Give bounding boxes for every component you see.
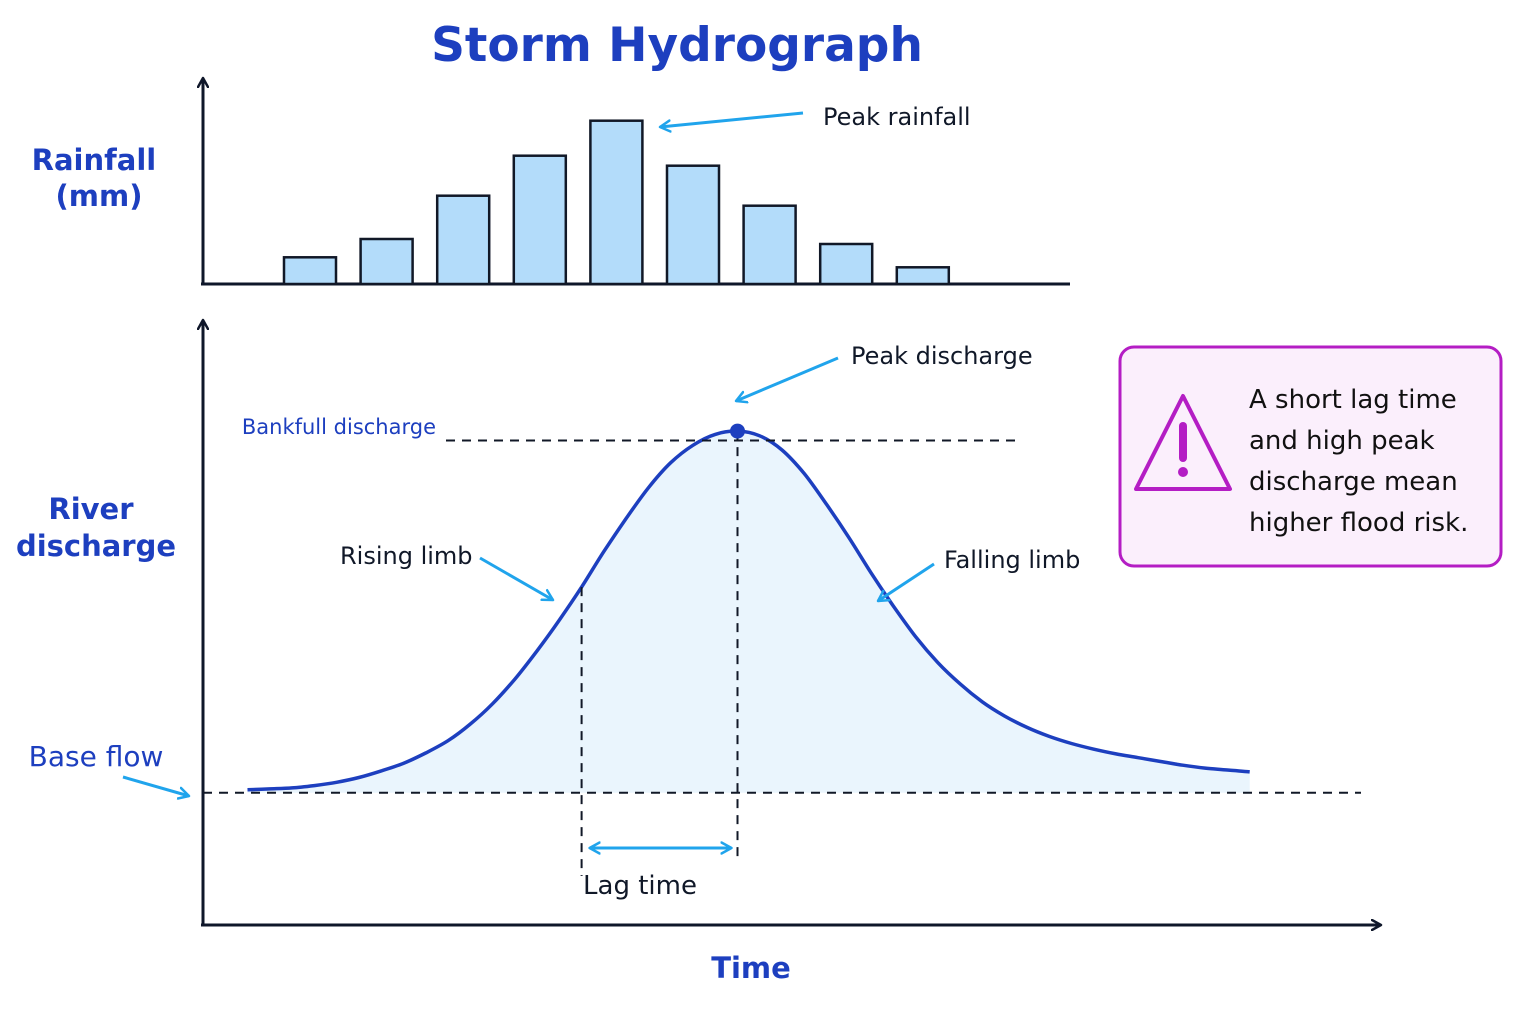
rainfall-bar <box>665 164 721 286</box>
peak-discharge-label: Peak discharge <box>851 342 1033 370</box>
falling-limb-arrow <box>878 562 935 603</box>
falling-limb-label: Falling limb <box>944 546 1080 574</box>
discharge-panel: River discharge Time Peak discharge Bank… <box>16 320 1381 985</box>
rainfall-bar <box>282 256 338 286</box>
rainfall-axis-label-line-1: Rainfall <box>32 143 157 177</box>
warning-triangle-icon <box>1134 394 1232 491</box>
rainfall-bar <box>589 119 644 286</box>
bankfull-discharge-label: Bankfull discharge <box>242 415 436 439</box>
chart-title: Storm Hydrograph <box>431 18 923 73</box>
rising-limb-label: Rising limb <box>340 542 473 570</box>
flood-risk-note-line-2: and high peak <box>1249 426 1435 456</box>
rainfall-bar <box>742 204 797 286</box>
rising-limb-arrow <box>479 556 553 602</box>
flood-risk-note: A short lag time and high peak discharge… <box>1118 345 1503 568</box>
peak-discharge-point <box>730 423 745 439</box>
rainfall-bar <box>895 266 951 286</box>
hydrograph-area <box>247 431 1250 793</box>
peak-rainfall-arrow <box>660 111 804 127</box>
rainfall-axis-label: Rainfall (mm) <box>32 143 167 213</box>
flood-risk-note-line-3: discharge mean <box>1249 467 1458 497</box>
discharge-axis-label: River discharge <box>16 492 176 563</box>
rainfall-bars <box>282 119 951 286</box>
rainfall-bar <box>359 237 414 286</box>
rainfall-axis-label-line-2: (mm) <box>56 179 143 213</box>
peak-rainfall-label: Peak rainfall <box>823 103 971 131</box>
time-axis-label: Time <box>711 951 791 985</box>
base-flow-label: Base flow <box>29 740 164 773</box>
lag-time-label: Lag time <box>583 871 697 901</box>
flood-risk-note-line-4: higher flood risk. <box>1249 508 1468 538</box>
flood-risk-note-line-1: A short lag time <box>1249 385 1457 415</box>
hydrograph-curve <box>247 429 1250 792</box>
rainfall-bar <box>435 194 491 286</box>
rainfall-bar <box>818 242 874 286</box>
base-flow-arrow <box>122 775 189 796</box>
peak-discharge-arrow <box>736 356 839 401</box>
flood-risk-note-text: A short lag time and high peak discharge… <box>1249 385 1468 538</box>
discharge-axis-label-line-1: River <box>48 492 134 526</box>
flood-risk-note-box <box>1118 345 1503 568</box>
discharge-axis-label-line-2: discharge <box>16 529 176 563</box>
rainfall-bar <box>512 154 568 286</box>
rainfall-panel: Rainfall (mm) Peak rainfall <box>32 78 1070 286</box>
